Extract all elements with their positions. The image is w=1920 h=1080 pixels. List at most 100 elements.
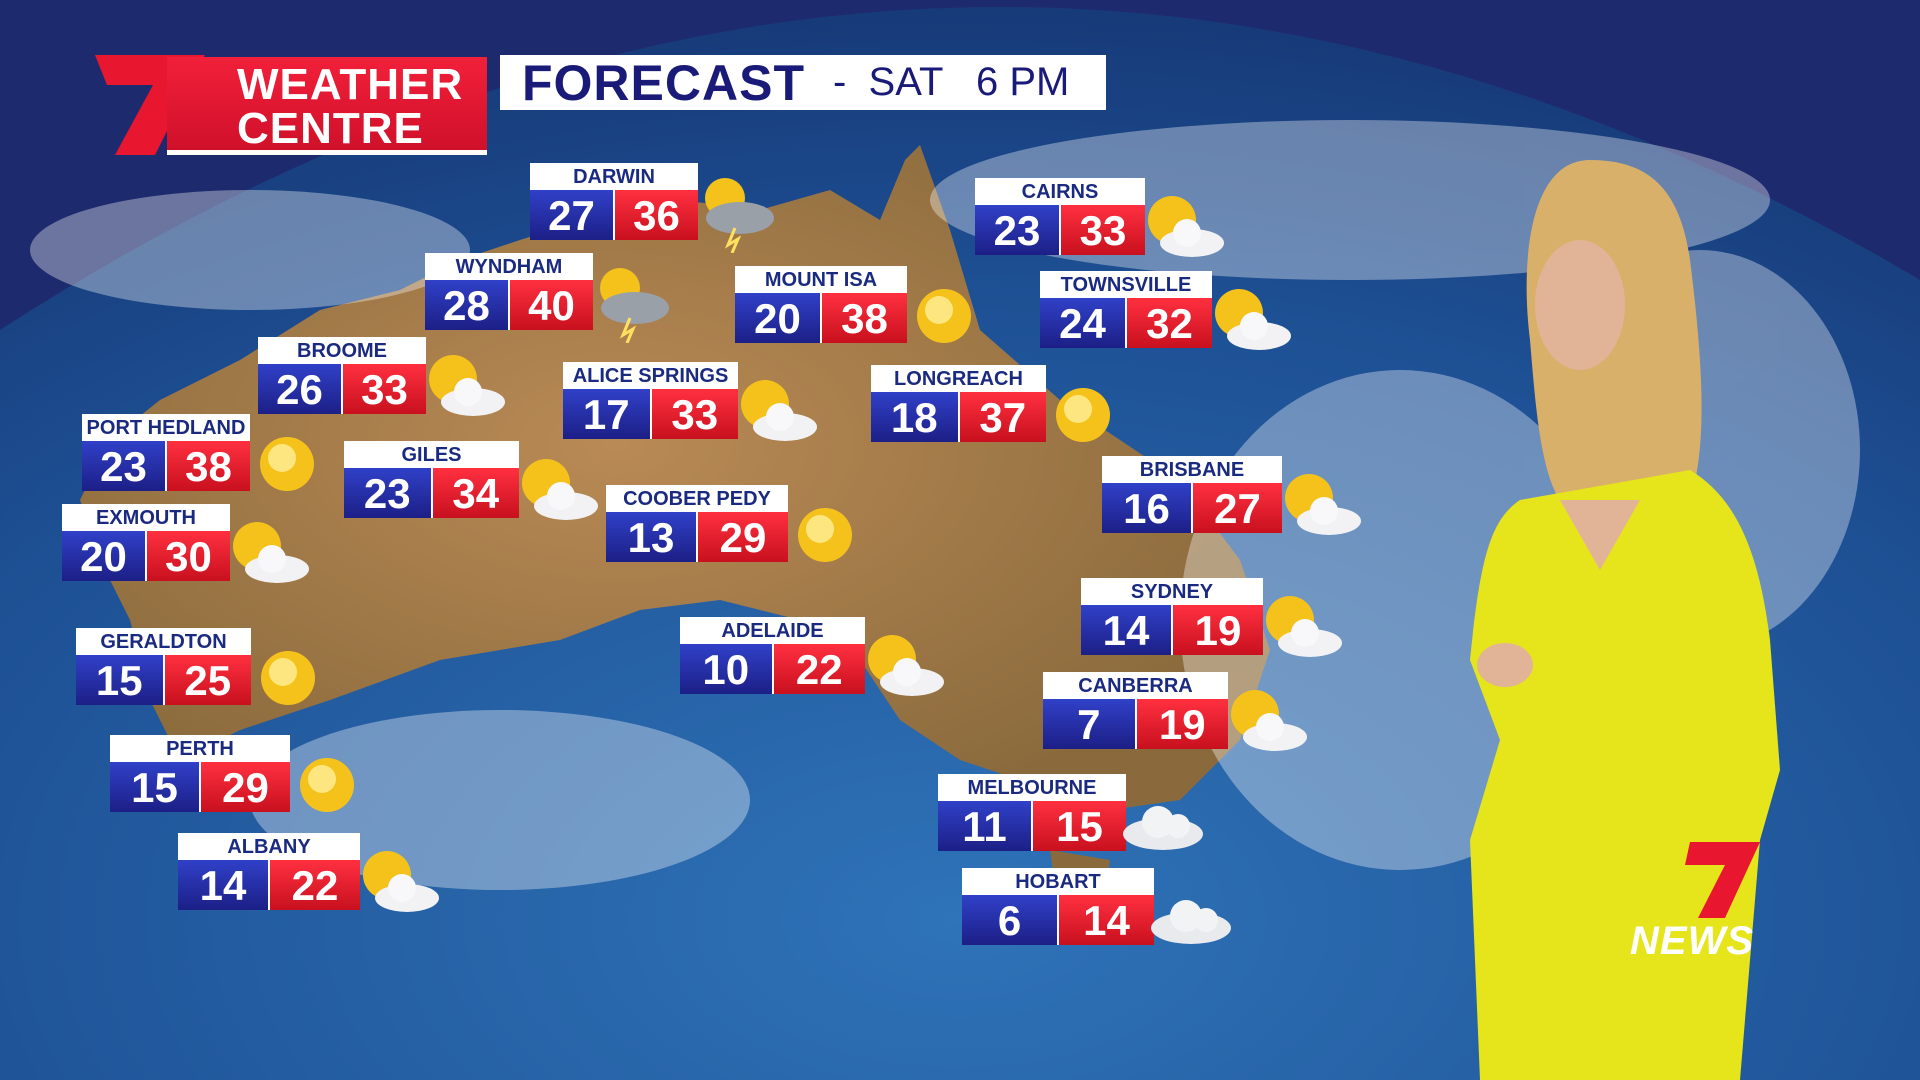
logo-line-1: WEATHER [237,60,464,109]
min-temp: 14 [1081,605,1171,655]
city-forecast-card: GILES 23 34 [344,441,519,518]
city-forecast-card: MOUNT ISA 20 38 [735,266,907,343]
min-temp: 26 [258,364,341,414]
city-name: COOBER PEDY [606,485,788,512]
max-temp: 22 [771,644,865,694]
min-temp: 27 [530,190,613,240]
min-temp: 24 [1040,298,1125,348]
min-temp: 10 [680,644,772,694]
min-temp: 15 [110,762,199,812]
partly-cloudy-icon [1148,196,1224,257]
city-name: ALBANY [178,833,360,860]
city-name: WYNDHAM [425,253,593,280]
forecast-title: FORECAST [522,54,805,111]
city-name: HOBART [962,868,1154,895]
cloud-icon [1151,900,1231,944]
city-name: GERALDTON [76,628,251,655]
min-temp: 20 [62,531,145,581]
city-forecast-card: BRISBANE 16 27 [1102,456,1282,533]
seven-logo-icon [1685,842,1760,918]
city-forecast-card: ALBANY 14 22 [178,833,360,910]
max-temp: 14 [1057,895,1154,945]
city-forecast-card: COOBER PEDY 13 29 [606,485,788,562]
city-name: PORT HEDLAND [82,414,250,441]
max-temp: 38 [165,441,250,491]
min-temp: 14 [178,860,268,910]
max-temp: 37 [957,392,1046,442]
min-temp: 20 [735,293,820,343]
australia-landmass [80,145,1270,810]
max-temp: 40 [508,280,593,330]
storm-icon [705,178,774,253]
city-forecast-card: ALICE SPRINGS 17 33 [563,362,738,439]
min-temp: 13 [606,512,696,562]
min-temp: 15 [76,655,163,705]
max-temp: 33 [1059,205,1145,255]
city-name: BRISBANE [1102,456,1282,483]
city-name: MOUNT ISA [735,266,907,293]
forecast-title-bar: FORECAST - SAT 6 PM [500,54,1106,111]
forecast-time: - SAT 6 PM [833,60,1070,104]
city-name: GILES [344,441,519,468]
min-temp: 11 [938,801,1031,851]
min-temp: 28 [425,280,508,330]
min-temp: 23 [82,441,165,491]
city-name: CANBERRA [1043,672,1228,699]
max-temp: 25 [162,655,251,705]
city-name: ADELAIDE [680,617,865,644]
min-temp: 7 [1043,699,1135,749]
city-name: MELBOURNE [938,774,1126,801]
max-temp: 36 [613,190,698,240]
seven-weather-centre-logo: WEATHER CENTRE [95,55,490,160]
partly-cloudy-icon [233,522,309,583]
max-temp: 30 [145,531,230,581]
max-temp: 19 [1171,605,1263,655]
partly-cloudy-icon [363,851,439,912]
max-temp: 29 [696,512,788,562]
max-temp: 22 [268,860,360,910]
max-temp: 29 [199,762,290,812]
city-forecast-card: PORT HEDLAND 23 38 [82,414,250,491]
max-temp: 27 [1191,483,1282,533]
storm-icon [600,268,669,343]
sun-icon [260,437,314,491]
city-forecast-card: MELBOURNE 11 15 [938,774,1126,851]
city-forecast-card: EXMOUTH 20 30 [62,504,230,581]
partly-cloudy-icon [741,380,817,441]
partly-cloudy-icon [1231,690,1307,751]
logo-line-2: CENTRE [237,104,424,153]
min-temp: 23 [344,468,431,518]
max-temp: 34 [430,468,519,518]
sun-icon [300,758,354,812]
partly-cloudy-icon [1215,289,1291,350]
min-temp: 23 [975,205,1059,255]
city-forecast-card: WYNDHAM 28 40 [425,253,593,330]
presenter [1470,160,1780,1080]
city-name: TOWNSVILLE [1040,271,1212,298]
sun-icon [1056,388,1110,442]
city-forecast-card: SYDNEY 14 19 [1081,578,1263,655]
city-name: SYDNEY [1081,578,1263,605]
city-name: ALICE SPRINGS [563,362,738,389]
city-name: LONGREACH [871,365,1046,392]
city-name: BROOME [258,337,426,364]
city-forecast-card: ADELAIDE 10 22 [680,617,865,694]
max-temp: 19 [1134,699,1228,749]
max-temp: 33 [341,364,426,414]
partly-cloudy-icon [522,459,598,520]
city-forecast-card: TOWNSVILLE 24 32 [1040,271,1212,348]
city-forecast-card: LONGREACH 18 37 [871,365,1046,442]
max-temp: 15 [1031,801,1126,851]
city-forecast-card: GERALDTON 15 25 [76,628,251,705]
sun-icon [917,289,971,343]
partly-cloudy-icon [1285,474,1361,535]
7news-watermark: NEWS [1630,840,1810,970]
partly-cloudy-icon [429,355,505,416]
city-forecast-card: CANBERRA 7 19 [1043,672,1228,749]
max-temp: 33 [649,389,738,439]
news-text: NEWS [1630,919,1754,963]
sun-icon [798,508,852,562]
city-forecast-card: BROOME 26 33 [258,337,426,414]
city-name: DARWIN [530,163,698,190]
city-forecast-card: PERTH 15 29 [110,735,290,812]
